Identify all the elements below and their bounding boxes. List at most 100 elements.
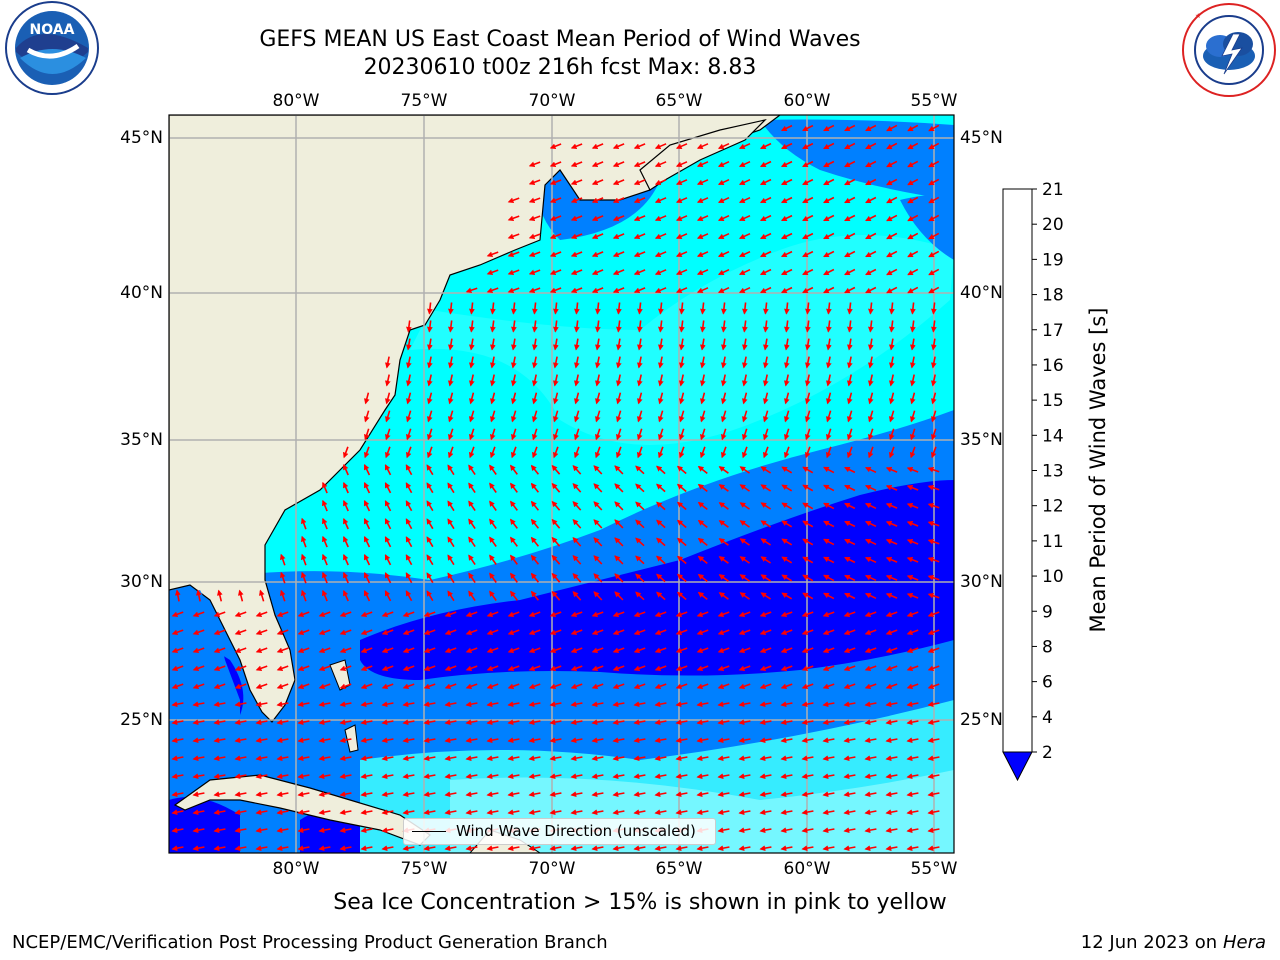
wind-wave-arrow	[297, 701, 310, 707]
wind-wave-arrow	[889, 338, 895, 351]
wind-wave-arrow	[594, 356, 601, 369]
wind-wave-arrow	[822, 773, 835, 779]
wind-wave-arrow	[657, 446, 664, 459]
wind-wave-arrow	[427, 338, 433, 351]
wind-wave-arrow	[468, 590, 476, 602]
wind-wave-arrow	[363, 410, 370, 423]
wind-wave-arrow	[697, 465, 708, 475]
wind-wave-arrow	[738, 737, 751, 743]
wind-wave-arrow	[549, 215, 562, 221]
wind-wave-arrow	[426, 554, 434, 566]
wind-wave-arrow	[490, 302, 496, 315]
wind-wave-arrow	[700, 320, 706, 333]
wind-wave-arrow	[507, 287, 520, 294]
wind-wave-arrow	[612, 719, 625, 725]
wind-wave-arrow	[423, 755, 436, 761]
wind-wave-arrow	[573, 356, 580, 369]
wind-wave-arrow	[339, 701, 352, 707]
wind-wave-arrow	[530, 590, 540, 601]
wind-wave-arrow	[489, 374, 496, 387]
wind-wave-arrow	[633, 269, 646, 276]
wind-wave-arrow	[675, 287, 688, 293]
wind-wave-arrow	[339, 647, 352, 654]
colorbar-frame	[1002, 188, 1033, 753]
wind-wave-arrow	[637, 320, 643, 333]
wind-wave-arrow	[759, 629, 772, 636]
wind-wave-arrow	[549, 233, 562, 239]
wind-wave-arrow	[780, 647, 793, 654]
vector-legend: Wind Wave Direction (unscaled)	[403, 818, 716, 845]
wind-wave-arrow	[612, 269, 625, 276]
wind-wave-arrow	[697, 573, 708, 583]
wind-wave-arrow	[927, 719, 940, 725]
wind-wave-arrow	[591, 773, 604, 779]
wind-wave-arrow	[696, 701, 709, 707]
wind-wave-arrow	[507, 719, 520, 725]
chart-title: GEFS MEAN US East Coast Mean Period of W…	[259, 27, 861, 52]
wind-wave-arrow	[654, 161, 667, 168]
wind-wave-arrow	[213, 719, 226, 725]
wind-wave-arrow	[297, 737, 310, 743]
wind-wave-arrow	[591, 737, 604, 743]
wind-wave-arrow	[339, 683, 352, 690]
wind-wave-arrow	[907, 250, 919, 258]
wind-wave-arrow	[654, 773, 667, 779]
wind-wave-arrow	[739, 466, 750, 474]
wind-wave-arrow	[615, 356, 622, 369]
colorbar-label: Mean Period of Wind Waves [s]	[1086, 307, 1110, 633]
wind-wave-arrow	[801, 611, 814, 618]
wind-wave-arrow	[885, 737, 898, 743]
wind-wave-arrow	[510, 572, 518, 583]
wind-wave-arrow	[784, 302, 790, 315]
wind-wave-arrow	[931, 302, 937, 315]
wind-wave-arrow	[297, 773, 310, 779]
wind-wave-arrow	[633, 755, 646, 761]
wind-wave-arrow	[636, 392, 643, 405]
wind-wave-arrow	[426, 482, 434, 494]
wind-wave-arrow	[823, 250, 835, 258]
wind-wave-arrow	[384, 464, 392, 476]
lon-label: 55°W	[911, 91, 958, 111]
wind-wave-arrow	[889, 320, 895, 333]
wind-wave-arrow	[907, 196, 919, 204]
wind-wave-arrow	[486, 773, 499, 779]
wind-wave-arrow	[510, 500, 518, 511]
wind-wave-arrow	[654, 197, 667, 204]
wind-wave-arrow	[910, 320, 916, 333]
wind-wave-arrow	[574, 320, 580, 333]
wind-wave-arrow	[654, 611, 667, 618]
wind-wave-arrow	[759, 701, 772, 707]
wind-wave-arrow	[594, 374, 601, 387]
wind-wave-arrow	[614, 465, 624, 475]
wind-wave-arrow	[696, 683, 709, 690]
wind-wave-arrow	[657, 374, 664, 387]
wind-wave-arrow	[930, 446, 937, 459]
footer-date: 12 Jun 2023 on Hera	[1081, 932, 1266, 953]
wind-wave-arrow	[801, 701, 814, 707]
colorbar-tick-label: 10	[1042, 567, 1064, 587]
wind-wave-arrow	[549, 755, 562, 761]
wind-wave-arrow	[906, 755, 919, 761]
wind-wave-arrow	[805, 338, 811, 351]
wind-wave-arrow	[426, 428, 433, 441]
wind-wave-arrow	[717, 232, 730, 240]
wind-wave-arrow	[402, 755, 415, 761]
wind-wave-arrow	[739, 502, 750, 510]
wind-wave-arrow	[255, 773, 268, 779]
wind-wave-arrow	[426, 572, 434, 584]
wind-wave-arrow	[718, 484, 729, 492]
wind-wave-arrow	[343, 535, 349, 548]
wind-wave-arrow	[530, 536, 540, 547]
wind-wave-arrow	[844, 214, 856, 222]
wind-wave-arrow	[381, 665, 394, 672]
wind-wave-arrow	[343, 553, 349, 566]
wind-wave-arrow	[469, 302, 475, 315]
wind-wave-arrow	[823, 160, 835, 168]
wind-wave-arrow	[844, 268, 856, 276]
wind-wave-arrow	[511, 302, 517, 315]
wind-wave-arrow	[927, 502, 940, 509]
wind-wave-arrow	[384, 374, 391, 387]
wind-wave-arrow	[465, 701, 478, 707]
wind-wave-arrow	[781, 466, 793, 474]
lon-label: 80°W	[273, 91, 320, 111]
